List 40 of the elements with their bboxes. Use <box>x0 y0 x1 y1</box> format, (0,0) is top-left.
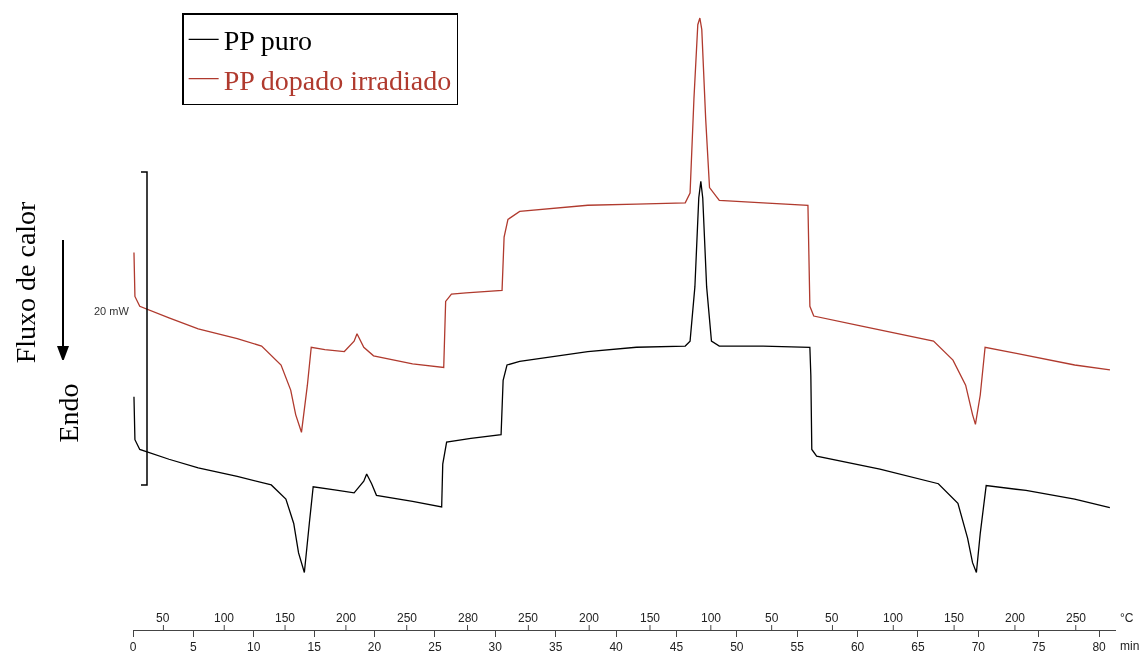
x-tick-label: 5 <box>190 640 198 655</box>
annotation: 200 <box>336 611 357 625</box>
x-tick-label: 50 <box>730 640 744 655</box>
text: Endo <box>52 383 84 443</box>
annotation: 150 <box>944 611 965 625</box>
x-axis-title: min <box>1120 639 1140 653</box>
annotation: 250 <box>397 611 418 625</box>
x-tick-label: 30 <box>488 640 503 655</box>
x-tick-label: 15 <box>307 640 322 655</box>
x2-axis-title: °C <box>1120 611 1134 625</box>
x-tick-label: 75 <box>1032 640 1046 655</box>
annotation: 150 <box>275 611 296 625</box>
annotation: 100 <box>214 611 235 625</box>
annotation: 200 <box>579 611 600 625</box>
x-tick-label: 55 <box>790 640 805 655</box>
x-tick-label: 80 <box>1092 640 1107 655</box>
x-tick-label: 45 <box>669 640 684 655</box>
x-tick-label: 70 <box>971 640 986 655</box>
annotation: 250 <box>518 611 539 625</box>
annotation: 150 <box>640 611 661 625</box>
x-tick-label: 60 <box>850 640 865 655</box>
x-tick-label: 10 <box>247 640 261 655</box>
x-tick-label: 25 <box>428 640 442 655</box>
annotation: 280 <box>458 611 479 625</box>
annotation: 50 <box>765 611 779 625</box>
x-tick-label: 35 <box>548 640 563 655</box>
annotation: 250 <box>1066 611 1087 625</box>
legend-label: PP dopado irradiado <box>223 64 452 96</box>
x-tick-label: 0 <box>129 640 137 655</box>
x-tick-label: 20 <box>367 640 382 655</box>
annotation: 100 <box>701 611 722 625</box>
annotation: 200 <box>1005 611 1026 625</box>
annotation: 50 <box>825 611 839 625</box>
annotation: 50 <box>156 611 170 625</box>
legend-label: PP puro <box>223 25 313 57</box>
annotation: 100 <box>883 611 904 625</box>
y-axis-title: Fluxo de calor <box>9 200 41 364</box>
x-tick-label: 40 <box>609 640 624 655</box>
x-tick-label: 65 <box>911 640 925 655</box>
text: 20 mW <box>94 305 130 317</box>
